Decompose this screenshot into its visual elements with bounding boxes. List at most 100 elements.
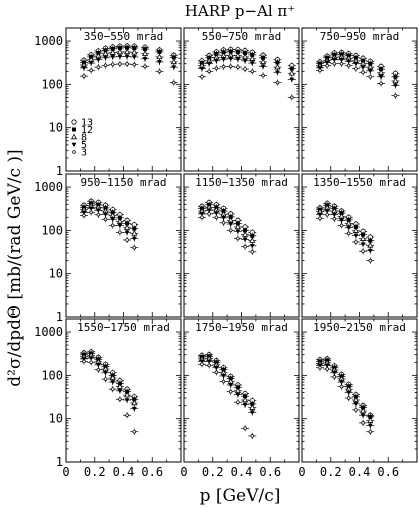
data-point: [82, 359, 86, 364]
data-point: [360, 413, 366, 418]
data-point: [207, 69, 211, 74]
data-point: [367, 241, 374, 248]
data-point: [353, 233, 359, 239]
data-point: [339, 223, 344, 228]
data-point: [171, 65, 177, 70]
data-series: [315, 364, 375, 435]
data-point: [228, 64, 233, 69]
data-point: [243, 244, 247, 249]
data-point: [131, 236, 137, 242]
data-point: [261, 73, 265, 78]
data-point: [242, 237, 248, 242]
data-series: [315, 60, 400, 99]
panel-angle-label: 1950−2150 mrad: [313, 321, 406, 334]
data-point: [346, 231, 351, 236]
panel-frame: [183, 173, 300, 318]
data-point: [332, 217, 337, 221]
data-series: [79, 60, 178, 86]
data-point: [393, 93, 398, 98]
data-point: [332, 61, 337, 66]
data-point: [157, 49, 162, 54]
data-point: [368, 74, 373, 79]
data-point: [96, 212, 101, 217]
data-point: [213, 365, 219, 371]
x-tick-label: 0.4: [349, 465, 371, 479]
data-point: [228, 383, 234, 388]
y-tick-label: 1000: [34, 34, 63, 48]
data-point: [157, 60, 162, 65]
data-point: [221, 374, 226, 379]
data-point: [206, 61, 212, 67]
data-point: [235, 221, 240, 226]
data-point: [354, 408, 358, 412]
panel: 750−950 mrad: [301, 27, 418, 172]
data-point: [141, 50, 149, 56]
data-point: [318, 216, 322, 221]
panel-frame: [301, 173, 418, 318]
panel-angle-label: 1150−1350 mrad: [195, 176, 288, 189]
data-point: [228, 214, 233, 219]
data-point: [288, 69, 295, 76]
data-point: [318, 365, 322, 370]
data-point: [249, 61, 255, 66]
data-point: [214, 370, 219, 374]
panel-angle-label: 1350−1550 mrad: [313, 176, 406, 189]
data-series: [197, 361, 257, 440]
data-point: [110, 380, 116, 385]
data-point: [346, 390, 352, 396]
data-point: [117, 215, 122, 220]
data-point: [325, 367, 329, 371]
panel-angle-label: 1750−1950 mrad: [195, 321, 288, 334]
data-point: [95, 363, 101, 368]
data-point: [200, 215, 204, 220]
panel-frame: [65, 173, 182, 318]
data-point: [367, 423, 373, 428]
data-point: [117, 389, 123, 394]
data-point: [118, 397, 122, 402]
data-point: [132, 245, 137, 250]
legend-marker: [70, 133, 78, 140]
data-point: [353, 61, 359, 67]
data-point: [243, 426, 247, 431]
data-point: [117, 223, 123, 229]
data-series: [79, 348, 139, 400]
data-point: [236, 236, 240, 241]
data-point: [242, 402, 248, 408]
data-series: [79, 355, 139, 412]
data-point: [103, 63, 108, 68]
data-point: [339, 57, 344, 63]
legend-entry: 13: [81, 118, 93, 129]
data-point: [221, 215, 226, 221]
data-point: [339, 380, 344, 385]
data-point: [379, 67, 384, 72]
data-point: [143, 47, 148, 52]
data-point: [243, 50, 248, 55]
data-point: [331, 212, 337, 218]
data-point: [117, 46, 122, 51]
data-point: [346, 59, 352, 64]
data-series: [315, 207, 375, 254]
x-tick-label: 0.2: [84, 465, 106, 479]
data-point: [89, 210, 93, 215]
legend-entry: 8: [81, 133, 87, 144]
data-point: [367, 248, 373, 254]
data-point: [110, 62, 115, 67]
y-tick-label: 1000: [34, 325, 63, 339]
data-point: [250, 250, 255, 254]
data-point: [243, 67, 247, 71]
data-point: [393, 83, 398, 88]
data-point: [228, 389, 233, 394]
data-point: [235, 392, 241, 398]
data-point: [172, 80, 176, 85]
data-point: [361, 70, 365, 75]
y-tick-label: 10: [49, 412, 63, 426]
data-point: [200, 362, 204, 367]
data-point: [275, 60, 280, 65]
data-point: [249, 244, 255, 249]
panel: 1150−1350 mrad: [183, 173, 300, 318]
data-series: [197, 358, 257, 416]
data-point: [249, 237, 256, 243]
panel-frame: [301, 27, 418, 172]
